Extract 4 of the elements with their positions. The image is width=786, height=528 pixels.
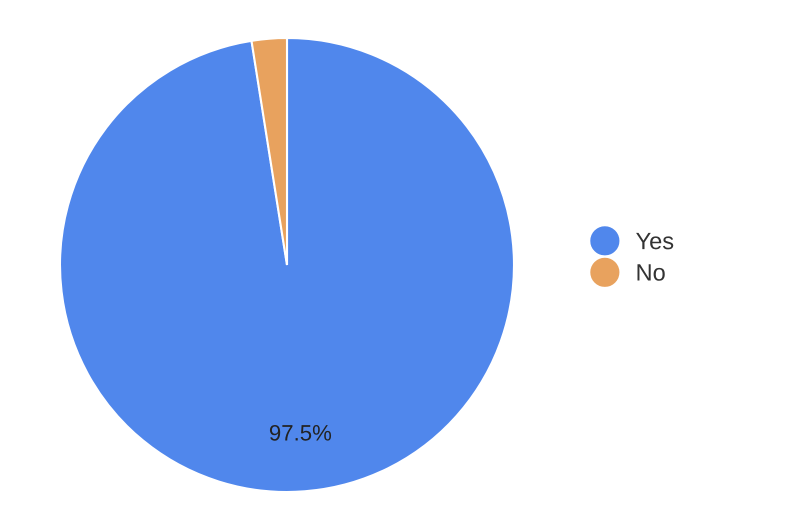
pie-slice: [58, 36, 516, 494]
data-label: 97.5%: [270, 424, 332, 441]
legend-label: No: [637, 264, 665, 281]
legend-label: Yes: [636, 232, 674, 250]
